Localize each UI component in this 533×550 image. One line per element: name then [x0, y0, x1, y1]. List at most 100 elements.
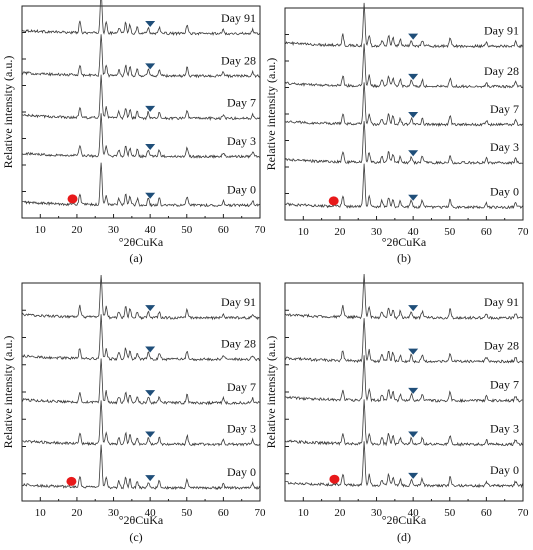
series-label: Day 7: [490, 102, 519, 116]
series-line: [21, 444, 261, 491]
panel-caption: (a): [129, 251, 142, 265]
y-axis-label: Relative intensity (a.u.): [264, 336, 278, 449]
x-axis-label: °2θCuKa: [382, 235, 427, 249]
x-tick-label: 50: [181, 507, 193, 519]
triangle-marker: [145, 21, 156, 28]
plot-frame: [21, 5, 261, 219]
x-tick-label: 60: [218, 507, 230, 519]
series-line: [21, 74, 261, 121]
x-axis-label: °2θCuKa: [382, 513, 427, 527]
x-tick-label: 70: [255, 507, 267, 519]
series-label: Day 3: [227, 134, 256, 148]
series-line: [21, 400, 261, 447]
series-line: [284, 318, 524, 364]
series-label: Day 91: [221, 295, 256, 309]
panel-caption: (c): [129, 530, 142, 544]
series-line: [284, 2, 524, 49]
x-tick-label: 70: [518, 226, 530, 238]
triangle-marker: [145, 192, 156, 199]
triangle-marker: [145, 431, 156, 438]
triangle-marker: [145, 346, 156, 353]
x-tick-label: 30: [371, 507, 383, 519]
series-line: [284, 441, 524, 489]
panel-caption: (d): [397, 530, 411, 544]
x-tick-label: 30: [108, 507, 120, 519]
triangle-marker: [145, 390, 156, 397]
x-axis-label: °2θCuKa: [119, 235, 164, 249]
series-label: Day 28: [221, 53, 256, 67]
x-tick-label: 20: [71, 224, 83, 236]
series-line: [22, 162, 261, 208]
series-label: Day 7: [227, 380, 256, 394]
triangle-marker: [145, 63, 156, 70]
x-tick-label: 50: [444, 226, 456, 238]
triangle-marker: [408, 73, 419, 80]
y-axis-label: Relative intensity (a.u.): [264, 58, 278, 171]
series-line: [284, 355, 524, 404]
triangle-marker: [145, 475, 156, 482]
series-label: Day 28: [221, 336, 256, 350]
chart-panel: 10 20 30 40 50 60 70 °2θCuKa Relative intensity …: [1, 0, 266, 265]
series-label: Day 91: [221, 11, 256, 25]
chart-panel: 10 20 30 40 50 60 70 °2θCuKa Relative intensity …: [264, 273, 530, 544]
series-line: [21, 314, 261, 362]
series-line: [284, 273, 524, 321]
series-line: [284, 121, 524, 166]
series-label: Day 3: [490, 140, 519, 154]
x-tick-label: 20: [334, 507, 346, 519]
x-axis-label: °2θCuKa: [119, 513, 164, 527]
x-tick-label: 10: [35, 507, 47, 519]
y-axis-label: Relative intensity (a.u.): [1, 336, 15, 449]
x-tick-label: 10: [298, 507, 310, 519]
x-tick-label: 50: [181, 224, 193, 236]
circle-marker: [328, 196, 339, 206]
x-tick-label: 60: [481, 507, 493, 519]
series-label: Day 0: [490, 185, 519, 199]
triangle-marker: [145, 105, 156, 112]
series-label: Day 3: [227, 421, 256, 435]
circle-marker: [66, 476, 77, 486]
x-tick-label: 70: [255, 224, 267, 236]
x-tick-label: 60: [481, 226, 493, 238]
triangle-marker: [408, 33, 419, 40]
triangle-marker: [408, 194, 419, 201]
triangle-marker: [145, 305, 156, 312]
x-tick-label: 30: [371, 226, 383, 238]
panel-caption: (b): [397, 251, 411, 265]
x-tick-label: 70: [518, 507, 530, 519]
series-line: [21, 34, 261, 79]
x-tick-label: 50: [444, 507, 456, 519]
x-tick-label: 60: [218, 224, 230, 236]
triangle-marker: [145, 143, 156, 150]
x-tick-label: 40: [408, 507, 420, 519]
series-label: Day 0: [490, 463, 519, 477]
series-line: [21, 113, 261, 159]
series-label: Day 91: [484, 295, 519, 309]
circle-marker: [67, 194, 78, 204]
series-label: Day 7: [227, 96, 256, 110]
series-line: [284, 43, 524, 89]
series-line: [21, 358, 261, 406]
plot-frame: [284, 7, 524, 221]
x-tick-label: 20: [334, 226, 346, 238]
x-tick-label: 20: [71, 507, 83, 519]
series-label: Day 28: [484, 64, 519, 78]
chart-panel: 10 20 30 40 50 60 70 °2θCuKa Relative intensity …: [1, 274, 267, 544]
triangle-marker: [408, 387, 419, 394]
series-label: Day 3: [490, 421, 519, 435]
series-label: Day 0: [227, 183, 256, 197]
triangle-marker: [408, 150, 419, 157]
triangle-marker: [408, 348, 419, 355]
series-line: [284, 399, 524, 447]
triangle-marker: [408, 305, 419, 312]
x-tick-label: 30: [108, 224, 120, 236]
x-tick-label: 10: [298, 226, 310, 238]
series-line: [21, 274, 261, 321]
triangle-marker: [408, 112, 419, 119]
triangle-marker: [408, 431, 419, 438]
series-line: [284, 82, 524, 128]
series-line: [284, 163, 524, 210]
chart-panel: 10 20 30 40 50 60 70 °2θCuKa Relative intensity …: [264, 2, 530, 265]
series-label: Day 28: [484, 338, 519, 352]
